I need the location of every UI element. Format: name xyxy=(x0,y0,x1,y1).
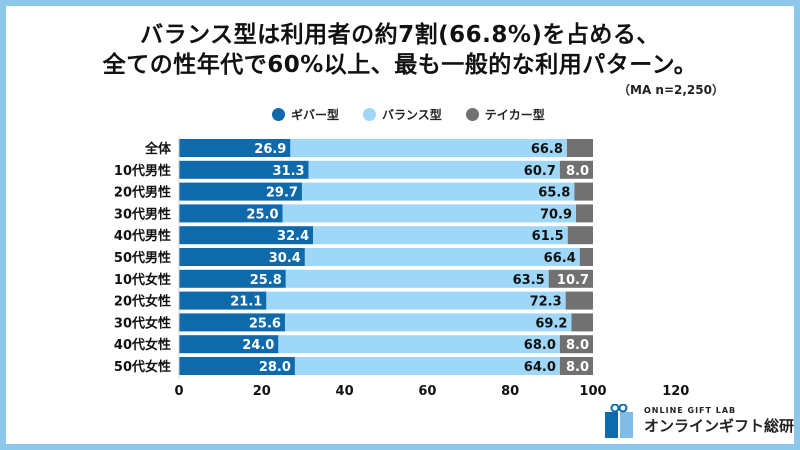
data-label: 21.1 xyxy=(230,295,262,310)
bar-giver xyxy=(179,313,285,332)
bar-taker xyxy=(559,335,593,354)
bar-balance xyxy=(266,291,566,310)
data-label: 61.5 xyxy=(532,229,564,244)
category-label: 10代女性 xyxy=(114,272,171,288)
data-label: 65.8 xyxy=(538,186,570,201)
category-label: 10代男性 xyxy=(114,163,171,179)
bar-giver xyxy=(179,182,302,201)
legend-item-taker: テイカー型 xyxy=(465,106,545,123)
data-label: 24.0 xyxy=(242,338,274,353)
legend-item-giver: ギバー型 xyxy=(272,106,339,123)
bar-taker xyxy=(559,357,593,375)
bar-balance xyxy=(308,160,560,179)
data-label: 32.4 xyxy=(277,229,309,244)
bar-giver xyxy=(179,335,279,354)
data-label: 10.7 xyxy=(557,273,589,288)
data-label: 60.7 xyxy=(524,164,556,179)
bar-giver xyxy=(179,248,305,266)
data-label: 8.0 xyxy=(566,338,589,353)
x-tick-label: 40 xyxy=(336,384,354,399)
x-tick-label: 0 xyxy=(174,384,183,399)
x-tick-label: 120 xyxy=(662,384,689,399)
bar-balance xyxy=(294,357,560,375)
category-label: 30代男性 xyxy=(114,206,171,222)
data-label: 64.0 xyxy=(524,360,556,375)
category-label: 50代男性 xyxy=(114,250,171,266)
data-label: 30.4 xyxy=(269,251,301,266)
category-label: 30代女性 xyxy=(114,315,171,331)
data-label: 8.0 xyxy=(566,164,589,179)
legend-label: ギバー型 xyxy=(291,108,340,122)
bar-balance xyxy=(301,182,575,201)
bar-taker xyxy=(576,204,593,223)
category-label: 40代男性 xyxy=(114,228,171,244)
logo-text-ja: オンラインギフト総研 xyxy=(644,417,795,435)
bar-giver xyxy=(179,291,267,310)
logo-text-en: ONLINE GIFT LAB xyxy=(644,406,737,415)
category-label: 40代女性 xyxy=(114,337,171,353)
sample-note: （MA n=2,250） xyxy=(618,83,724,97)
bar-giver xyxy=(179,204,283,223)
data-label: 70.9 xyxy=(540,207,572,222)
legend-label: テイカー型 xyxy=(484,108,545,122)
data-label: 31.3 xyxy=(273,164,305,179)
legend-label: バランス型 xyxy=(382,108,442,122)
data-label: 29.7 xyxy=(266,186,298,201)
bar-balance xyxy=(285,269,549,288)
data-label: 66.8 xyxy=(531,142,563,157)
legend-swatch-balance xyxy=(363,108,377,121)
bar-giver xyxy=(179,357,295,375)
data-label: 72.3 xyxy=(530,295,562,310)
bar-taker xyxy=(548,269,593,288)
category-label: 20代女性 xyxy=(114,294,171,310)
data-label: 28.0 xyxy=(259,360,291,375)
legend: ギバー型 バランス型 テイカー型 xyxy=(272,106,545,123)
bar-giver xyxy=(179,160,309,179)
bar-taker xyxy=(566,139,593,157)
data-label: 63.5 xyxy=(513,273,545,288)
bar-balance xyxy=(304,248,580,266)
data-label: 25.8 xyxy=(250,273,282,288)
data-label: 25.6 xyxy=(249,316,281,331)
bar-taker xyxy=(571,313,593,332)
bar-balance xyxy=(284,313,572,332)
bar-balance xyxy=(282,204,577,223)
bar-taker xyxy=(574,182,593,201)
legend-swatch-taker xyxy=(465,108,479,121)
legend-swatch-giver xyxy=(272,108,285,121)
data-label: 8.0 xyxy=(566,360,589,375)
bar-taker xyxy=(565,291,593,310)
data-label: 26.9 xyxy=(254,142,286,157)
bar-giver xyxy=(179,269,286,288)
category-label: 全体 xyxy=(144,141,172,157)
bar-balance xyxy=(278,335,560,354)
chart-title-line2: 全ての性年代で60%以上、最も一般的な利用パターン。 xyxy=(102,52,698,78)
data-label: 25.0 xyxy=(246,207,278,222)
category-label: 50代女性 xyxy=(114,359,171,375)
data-label: 66.4 xyxy=(544,251,576,266)
bar-taker xyxy=(567,226,593,245)
gift-icon xyxy=(605,404,633,438)
x-tick-label: 20 xyxy=(253,384,271,399)
bar-giver xyxy=(179,226,314,245)
x-tick-label: 80 xyxy=(501,384,519,399)
bar-taker xyxy=(559,160,593,179)
category-label: 20代男性 xyxy=(114,185,171,201)
bar-balance xyxy=(290,139,567,157)
bar-balance xyxy=(313,226,568,245)
chart-title-line1: バランス型は利用者の約7割(66.8%)を占める、 xyxy=(140,22,660,48)
data-label: 69.2 xyxy=(535,316,567,331)
x-tick-label: 60 xyxy=(418,384,436,399)
bar-taker xyxy=(579,248,593,266)
x-tick-label: 100 xyxy=(579,384,606,399)
bar-giver xyxy=(179,139,291,157)
data-label: 68.0 xyxy=(524,338,556,353)
legend-item-balance: バランス型 xyxy=(363,106,442,123)
logo: ONLINE GIFT LAB オンラインギフト総研 xyxy=(604,404,794,438)
